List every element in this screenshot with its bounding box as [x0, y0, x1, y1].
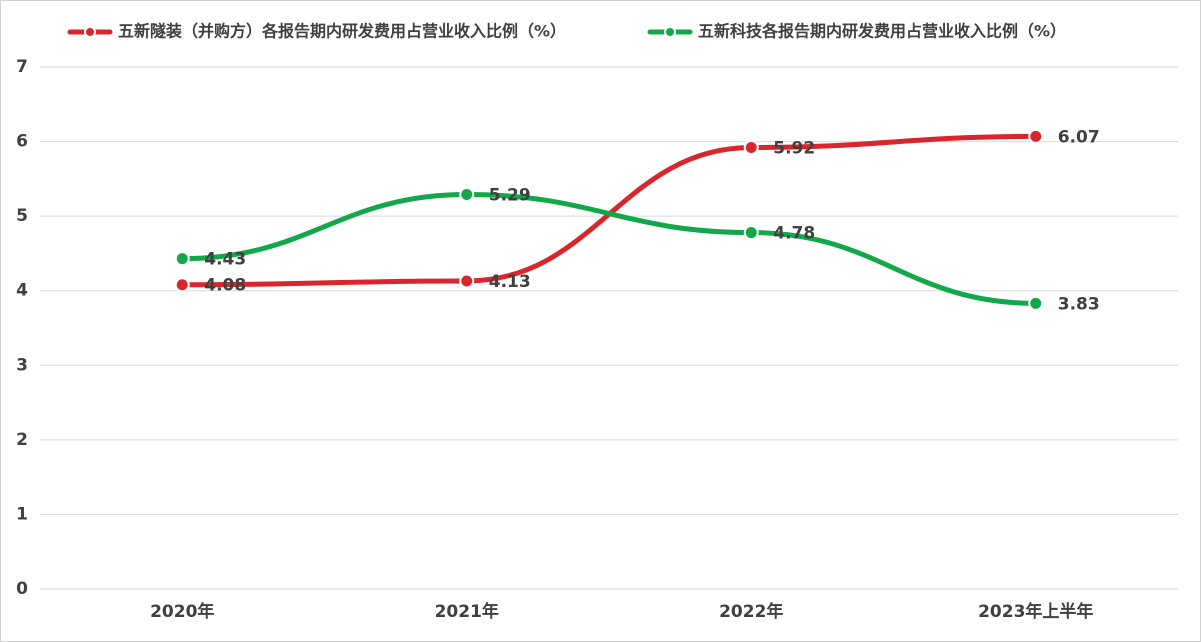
data-point — [1028, 128, 1044, 144]
data-point — [174, 251, 190, 267]
data-label: 6.07 — [1058, 127, 1100, 147]
legend-label: 五新隧装（并购方）各报告期内研发费用占营业收入比例（%） — [118, 22, 566, 41]
legend-label: 五新科技各报告期内研发费用占营业收入比例（%） — [698, 22, 1066, 41]
data-label: 4.78 — [773, 224, 815, 244]
series-line — [179, 192, 1039, 306]
x-tick-label: 2023年上半年 — [978, 601, 1093, 622]
data-point — [459, 187, 475, 203]
x-tick-label: 2021年 — [435, 601, 499, 622]
y-tick-label: 1 — [16, 504, 28, 524]
data-point — [1028, 295, 1044, 311]
y-tick-label: 3 — [16, 355, 28, 375]
data-label: 5.92 — [773, 139, 815, 159]
data-label: 4.43 — [204, 250, 246, 270]
data-point — [174, 277, 190, 293]
data-label: 4.13 — [489, 272, 531, 292]
y-tick-label: 4 — [16, 281, 28, 301]
data-point — [743, 140, 759, 156]
y-tick-label: 5 — [16, 206, 28, 226]
x-tick-label: 2020年 — [150, 601, 214, 622]
data-point — [743, 225, 759, 241]
y-tick-label: 7 — [16, 57, 28, 77]
data-label: 4.08 — [204, 276, 246, 296]
y-tick-label: 6 — [16, 132, 28, 152]
y-tick-label: 2 — [16, 430, 28, 450]
legend-marker — [84, 26, 96, 38]
y-tick-label: 0 — [16, 579, 28, 599]
data-label: 5.29 — [489, 186, 531, 206]
data-label: 3.83 — [1058, 294, 1100, 314]
x-tick-label: 2022年 — [719, 601, 783, 622]
data-point — [459, 273, 475, 289]
legend-marker — [664, 26, 676, 38]
